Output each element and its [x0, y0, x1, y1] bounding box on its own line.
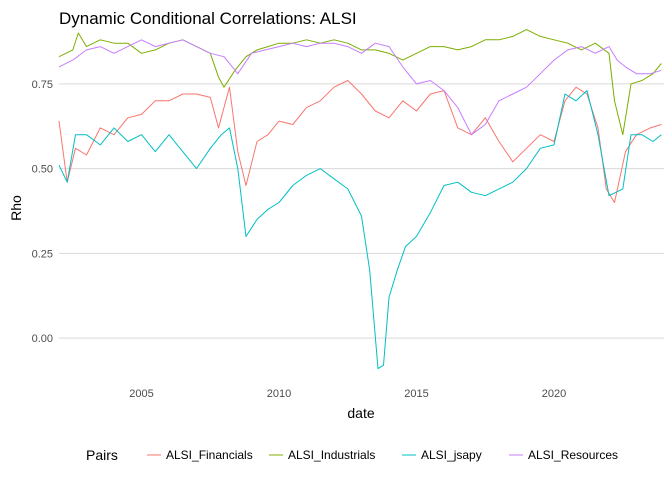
legend-label: ALSI_Financials	[166, 448, 253, 462]
x-tick-label: 2020	[542, 388, 566, 400]
y-tick-label: 0.00	[32, 333, 53, 345]
legend-label: ALSI_Resources	[528, 448, 618, 462]
x-axis-title: date	[347, 405, 374, 421]
legend-title: Pairs	[86, 447, 118, 463]
series-line-ALSI_Industrials	[58, 29, 662, 136]
series-line-ALSI_jsapy	[58, 90, 662, 370]
gridlines	[59, 83, 664, 339]
x-tick-label: 2010	[267, 388, 291, 400]
y-tick-label: 0.75	[32, 79, 53, 91]
legend: Pairs ALSI_Financials ALSI_Industrials ALS…	[86, 447, 618, 463]
series-lines	[58, 29, 662, 370]
series-line-ALSI_Financials	[58, 80, 662, 203]
legend-label: ALSI_jsapy	[421, 448, 482, 462]
series-line-ALSI_Resources	[58, 39, 662, 136]
chart-title: Dynamic Conditional Correlations: ALSI	[59, 9, 357, 28]
x-tick-label: 2015	[404, 388, 428, 400]
x-tick-label: 2005	[129, 388, 153, 400]
y-axis-title: Rho	[8, 195, 24, 221]
y-axis: 0.00 0.25 0.50 0.75	[32, 79, 53, 345]
y-tick-label: 0.25	[32, 248, 53, 260]
x-axis: 2005 2010 2015 2020	[129, 388, 566, 400]
y-tick-label: 0.50	[32, 164, 53, 176]
legend-label: ALSI_Industrials	[288, 448, 375, 462]
